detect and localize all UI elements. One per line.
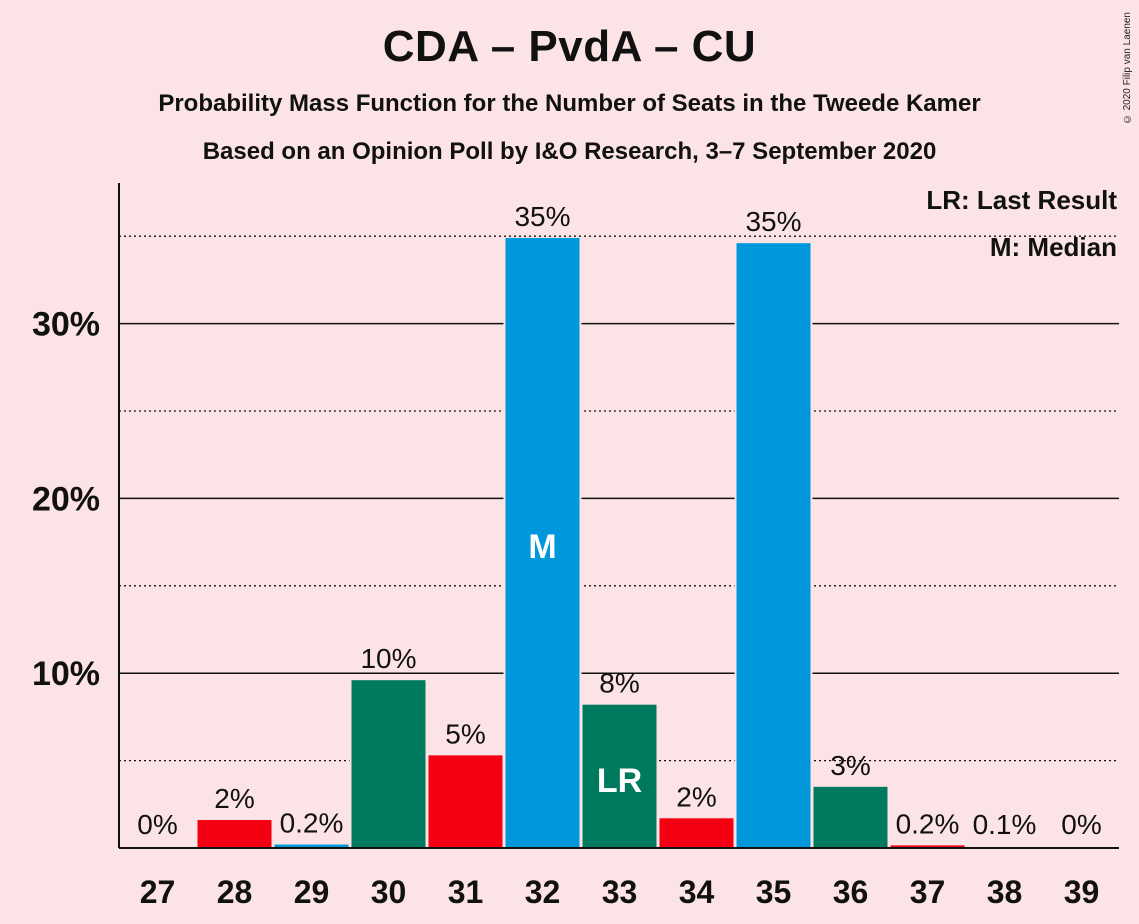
- x-tick-label: 39: [1064, 874, 1100, 910]
- x-tick-label: 35: [756, 874, 792, 910]
- bar-value-label: 35%: [745, 206, 801, 237]
- legend-entry: M: Median: [990, 232, 1117, 262]
- bar-37: [890, 845, 965, 848]
- y-tick-label: 30%: [32, 306, 100, 344]
- bar-value-label: 5%: [445, 718, 485, 749]
- bar-31: [428, 755, 503, 848]
- bar-marker-lr: LR: [597, 762, 642, 800]
- x-tick-label: 36: [833, 874, 869, 910]
- x-tick-label: 38: [987, 874, 1023, 910]
- chart-subtitle: Probability Mass Function for the Number…: [158, 90, 981, 117]
- bar-34: [659, 818, 734, 848]
- bar-30: [351, 680, 426, 848]
- x-tick-label: 28: [217, 874, 253, 910]
- x-tick-label: 29: [294, 874, 330, 910]
- bar-value-label: 2%: [676, 781, 716, 812]
- x-tick-label: 31: [448, 874, 484, 910]
- x-tick-label: 32: [525, 874, 561, 910]
- x-tick-label: 34: [679, 874, 715, 910]
- bar-value-label: 35%: [514, 201, 570, 232]
- chart-subtitle-2: Based on an Opinion Poll by I&O Research…: [202, 138, 937, 165]
- bar-value-label: 0%: [137, 809, 177, 840]
- bar-marker-m: M: [528, 528, 556, 566]
- x-tick-label: 33: [602, 874, 638, 910]
- x-tick-label: 27: [140, 874, 176, 910]
- bar-value-label: 2%: [214, 783, 254, 814]
- bar-value-label: 8%: [599, 668, 639, 699]
- x-tick-label: 30: [371, 874, 407, 910]
- bar-35: [736, 243, 811, 848]
- y-tick-label: 10%: [32, 655, 100, 693]
- bar-28: [197, 820, 272, 848]
- bar-value-label: 0.2%: [896, 808, 960, 839]
- chart-title: CDA – PvdA – CU: [382, 22, 757, 71]
- bar-36: [813, 786, 888, 848]
- bar-29: [274, 844, 349, 848]
- y-tick-label: 20%: [32, 480, 100, 518]
- legend-entry: LR: Last Result: [926, 185, 1117, 215]
- bar-33: [582, 704, 657, 848]
- x-tick-label: 37: [910, 874, 946, 910]
- bar-value-label: 0.1%: [973, 809, 1037, 840]
- bar-value-label: 0%: [1061, 809, 1101, 840]
- bar-value-label: 10%: [360, 643, 416, 674]
- bar-value-label: 3%: [830, 750, 870, 781]
- bar-value-label: 0.2%: [280, 808, 344, 839]
- bar-32: [505, 237, 580, 848]
